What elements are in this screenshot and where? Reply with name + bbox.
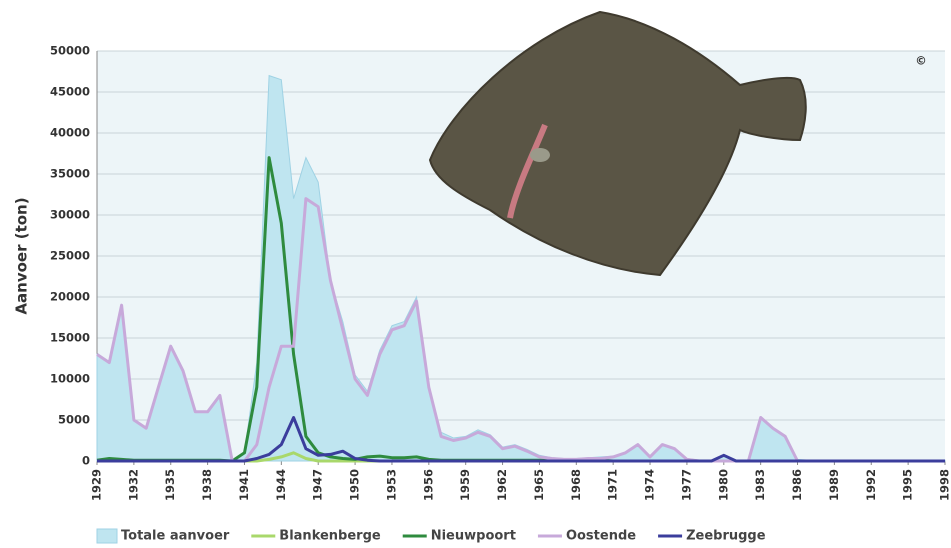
legend-label: Zeebrugge	[686, 529, 766, 544]
legend: Totale aanvoer Blankenberge Nieuwpoort Oost…	[97, 529, 766, 544]
x-tick-label: 1980	[716, 469, 730, 501]
y-tick-label: 5000	[58, 413, 90, 427]
x-tick-label: 1965	[532, 469, 546, 501]
x-tick-label: 1956	[421, 469, 435, 501]
x-tick-label: 1950	[348, 469, 362, 501]
x-tick-label: 1998	[938, 469, 951, 501]
copyright: ©	[915, 54, 927, 68]
x-tick-label: 1947	[311, 469, 325, 501]
y-tick-label: 25000	[50, 249, 90, 263]
x-tick-label: 1932	[126, 469, 140, 501]
legend-label: Blankenberge	[279, 529, 381, 544]
x-tick-label: 1962	[495, 469, 509, 501]
legend-label: Oostende	[566, 529, 636, 544]
x-tick-label: 1989	[827, 469, 841, 501]
x-tick-label: 1959	[458, 469, 472, 501]
legend-swatch	[97, 529, 117, 543]
y-tick-label: 50000	[50, 44, 90, 58]
y-tick-label: 15000	[50, 331, 90, 345]
legend-label: Totale aanvoer	[121, 529, 230, 544]
chart: 0 5000 10000 15000 20000 25000 30000 35000 40000…	[0, 0, 951, 548]
x-tick-label: 1986	[790, 469, 804, 501]
x-tick-label: 1935	[163, 469, 177, 501]
x-tick-label: 1944	[274, 469, 288, 501]
x-tick-label: 1938	[200, 469, 214, 501]
x-tick-label: 1995	[901, 469, 915, 501]
legend-label: Nieuwpoort	[431, 529, 516, 544]
y-tick-label: 20000	[50, 290, 90, 304]
x-tick-label: 1941	[237, 469, 251, 501]
x-tick-label: 1953	[384, 469, 398, 501]
x-tick-label: 1977	[679, 469, 693, 501]
x-tick-label: 1929	[90, 469, 104, 501]
x-tick-label: 1974	[643, 469, 657, 501]
x-tick-label: 1992	[864, 469, 878, 501]
y-tick-label: 40000	[50, 126, 90, 140]
y-tick-label: 45000	[50, 85, 90, 99]
x-tick-label: 1983	[753, 469, 767, 501]
y-axis-title: Aanvoer (ton)	[13, 197, 31, 314]
y-tick-label: 10000	[50, 372, 90, 386]
x-tick-label: 1968	[569, 469, 583, 501]
y-tick-label: 35000	[50, 167, 90, 181]
y-tick-label: 30000	[50, 208, 90, 222]
x-tick-label: 1971	[606, 469, 620, 501]
y-tick-label: 0	[82, 454, 90, 468]
